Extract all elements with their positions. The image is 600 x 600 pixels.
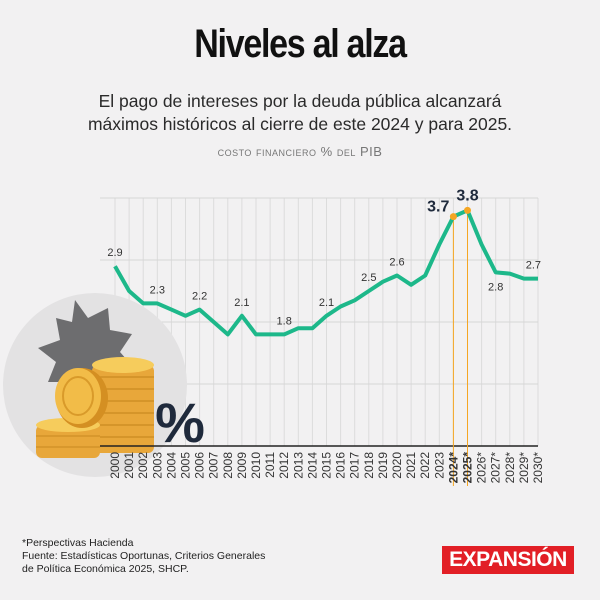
expansion-logo: EXPANSIÓN (442, 546, 574, 574)
x-tick-label: 2018 (362, 452, 376, 479)
subtitle-line-2: máximos históricos al cierre de este 202… (87, 114, 513, 134)
footer: *Perspectivas Hacienda Fuente: Estadísti… (22, 537, 265, 576)
source-line-2: de Política Económica 2025, SHCP. (22, 563, 189, 575)
data-label: 2.6 (389, 257, 404, 269)
y-axis-label: costo financiero % del PIB (217, 144, 383, 159)
data-label: 2.1 (234, 297, 249, 309)
x-tick-label: 2005 (179, 452, 193, 479)
x-tick-label: 2001 (122, 452, 136, 479)
highlight-point (464, 206, 471, 214)
x-tick-label: 2024* (446, 452, 460, 484)
subtitle-line-1: El pago de intereses por la deuda públic… (98, 91, 502, 111)
x-tick-label: 2020 (390, 452, 404, 479)
coin-stack-left (36, 418, 100, 458)
x-tick-label: 2008 (221, 452, 235, 479)
x-tick-label: 2017 (348, 452, 362, 479)
percent-symbol: % (155, 391, 205, 454)
footnote: *Perspectivas Hacienda (22, 537, 134, 549)
x-tick-label: 2022 (418, 452, 432, 479)
data-label: 3.8 (456, 187, 478, 204)
data-label: 2.8 (488, 281, 503, 293)
coin-icon (55, 368, 108, 428)
x-tick-label: 2011 (263, 452, 277, 478)
chart-subtitle: El pago de intereses por la deuda públic… (60, 90, 540, 136)
x-tick-label: 2026* (475, 452, 489, 484)
data-label: 3.7 (427, 199, 449, 216)
x-tick-label: 2006 (193, 452, 207, 479)
chart-title: Niveles al alza (194, 22, 407, 66)
x-tick-label: 2028* (503, 452, 517, 484)
x-tick-label: 2003 (150, 452, 164, 479)
grid (100, 197, 539, 446)
x-tick-label: 2007 (207, 452, 221, 479)
coins-illustration: % (3, 293, 205, 477)
x-tick-label: 2021 (404, 452, 418, 479)
x-tick-label: 2004 (164, 452, 178, 479)
data-label: 1.8 (277, 315, 292, 327)
source-line-1: Fuente: Estadísticas Oportunas, Criterio… (22, 550, 266, 562)
x-tick-label: 2015 (320, 452, 334, 479)
data-label: 2.5 (361, 272, 376, 284)
data-label: 2.1 (319, 297, 334, 309)
x-tick-label: 2010 (249, 452, 263, 479)
x-tick-label: 2029* (517, 452, 531, 484)
x-tick-label: 2027* (489, 452, 503, 484)
data-label: 2.9 (107, 247, 122, 259)
x-tick-label: 2016 (334, 452, 348, 479)
x-tick-label: 2000 (108, 452, 122, 479)
plot-area: 2000 2001 2002 2003 2004 2005 2006 2007 2008 2009… (100, 187, 545, 486)
x-tick-label: 2012 (277, 452, 291, 479)
highlight-point (449, 213, 457, 221)
x-tick-label: 2025* (461, 452, 475, 484)
x-tick-label: 2014 (305, 452, 319, 479)
x-tick-label: 2009 (235, 452, 249, 479)
data-label: 2.2 (192, 291, 207, 303)
data-label: 2.7 (526, 260, 541, 272)
x-tick-label: 2019 (376, 452, 390, 479)
x-tick-label: 2002 (136, 452, 150, 479)
x-tick-label: 2030* (531, 452, 545, 484)
x-tick-label: 2023 (432, 452, 446, 479)
data-label: 2.3 (150, 284, 165, 296)
x-tick-label: 2013 (291, 452, 305, 479)
